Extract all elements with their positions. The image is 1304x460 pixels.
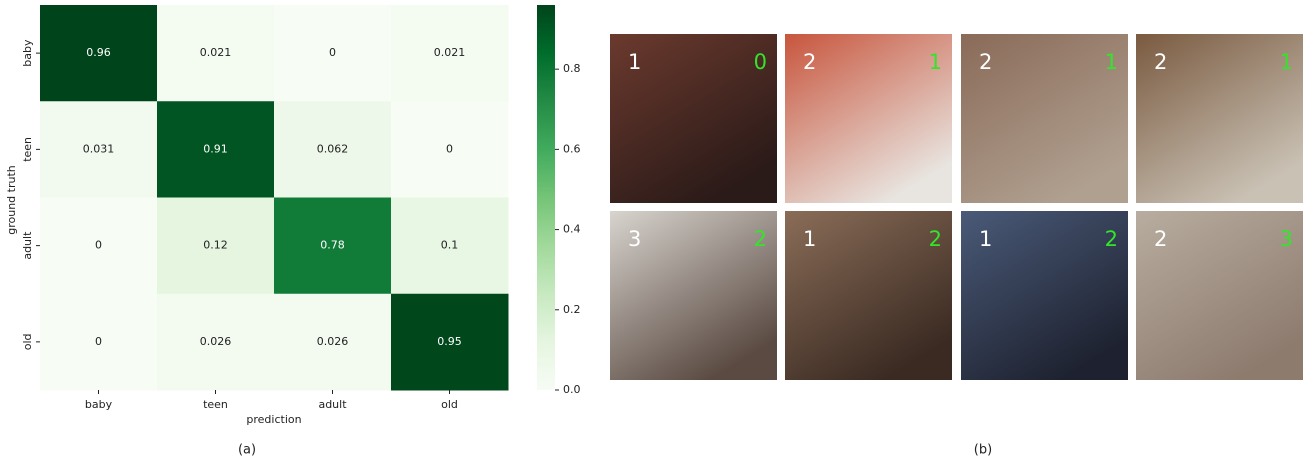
predicted-label: 3	[628, 227, 641, 251]
y-tick-label: old	[21, 333, 34, 350]
photo	[1136, 34, 1303, 203]
cell-label: 0.12	[203, 239, 228, 252]
heatmap-cell	[391, 293, 509, 391]
colorbar-tick-label: 0.0	[563, 383, 581, 396]
cell-label: 0.021	[434, 46, 466, 59]
heatmap-cell	[157, 293, 275, 391]
x-tick-label: adult	[318, 398, 347, 411]
heatmap-cell	[274, 101, 392, 198]
colorbar	[537, 5, 555, 390]
cell-label: 0.026	[317, 335, 349, 348]
predicted-label: 1	[628, 50, 641, 74]
true-label: 3	[1280, 227, 1293, 251]
heatmap-cell	[274, 197, 392, 295]
caption: (b)	[974, 443, 992, 458]
predicted-label: 1	[979, 227, 992, 251]
colorbar-tick-label: 0.6	[563, 142, 581, 155]
heatmap-cell	[157, 197, 275, 295]
cell-label: 0.026	[200, 335, 232, 348]
colorbar-tick-label: 0.4	[563, 223, 581, 236]
true-label: 0	[754, 50, 767, 74]
predicted-label: 2	[979, 50, 992, 74]
cell-label: 0	[95, 239, 102, 252]
photo	[961, 211, 1128, 380]
predicted-label: 1	[803, 227, 816, 251]
photo	[961, 34, 1128, 203]
photo	[610, 211, 777, 380]
predicted-label: 2	[803, 50, 816, 74]
cell-label: 0.95	[437, 335, 462, 348]
cell-label: 0.031	[83, 142, 115, 155]
y-tick-label: baby	[21, 39, 34, 67]
heatmap-cell	[274, 5, 392, 102]
photo	[785, 34, 952, 203]
cell-label: 0	[446, 142, 453, 155]
heatmap-cell	[391, 5, 509, 102]
y-tick-label: teen	[21, 137, 34, 162]
cell-label: 0.062	[317, 142, 349, 155]
heatmap-cell	[40, 101, 158, 198]
x-tick-label: teen	[203, 398, 228, 411]
x-tick-label: old	[441, 398, 458, 411]
y-axis-label: ground truth	[5, 165, 18, 235]
true-label: 1	[1105, 50, 1118, 74]
true-label: 2	[1105, 227, 1118, 251]
cell-label: 0.021	[200, 46, 232, 59]
heatmap-cell	[274, 293, 392, 391]
cell-label: 0.91	[203, 142, 228, 155]
true-label: 2	[754, 227, 767, 251]
true-label: 1	[1280, 50, 1293, 74]
true-label: 1	[929, 50, 942, 74]
photo	[785, 211, 952, 380]
x-tick-label: baby	[85, 398, 113, 411]
heatmap-cell	[40, 293, 158, 391]
true-label: 2	[929, 227, 942, 251]
cell-label: 0.1	[441, 239, 459, 252]
x-axis-label: prediction	[246, 413, 301, 426]
heatmap-cell	[40, 5, 158, 102]
heatmap-cell	[40, 197, 158, 295]
caption: (a)	[238, 443, 256, 458]
colorbar-tick-label: 0.8	[563, 62, 581, 75]
predicted-label: 2	[1154, 227, 1167, 251]
colorbar-tick-label: 0.2	[563, 303, 581, 316]
heatmap-cell	[391, 101, 509, 198]
heatmap-cell	[391, 197, 509, 295]
cell-label: 0.96	[86, 46, 111, 59]
y-tick-label: adult	[21, 231, 34, 260]
cell-label: 0.78	[320, 239, 345, 252]
photo	[1136, 211, 1303, 380]
heatmap-cell	[157, 101, 275, 198]
cell-label: 0	[95, 335, 102, 348]
predicted-label: 2	[1154, 50, 1167, 74]
photo	[610, 34, 777, 203]
cell-label: 0	[329, 46, 336, 59]
heatmap-cell	[157, 5, 275, 102]
